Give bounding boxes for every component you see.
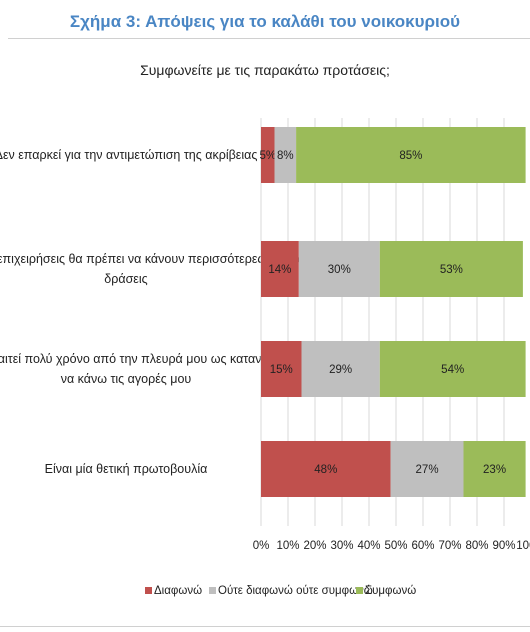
- data-label: 8%: [277, 150, 294, 162]
- chart-title: Συμφωνείτε με τις παρακάτω προτάσεις;: [140, 62, 390, 78]
- x-tick-label: 80%: [465, 540, 488, 552]
- bar-segment-συμφωνώ: [296, 127, 526, 183]
- data-label: 27%: [416, 464, 439, 476]
- x-tick-label: 50%: [384, 540, 407, 552]
- bar-segment-διαφωνώ: [261, 341, 302, 397]
- legend-swatch: [145, 587, 152, 594]
- bar-segment-ούτε-διαφωνώ-ούτε-συμφωνώ: [301, 341, 380, 397]
- data-label: 53%: [440, 264, 463, 276]
- category-label-line: Είναι μία θετική πρωτοβουλία: [44, 462, 208, 476]
- bar-segment-διαφωνώ: [261, 127, 275, 183]
- category-label-line: Δεν επαρκεί για την αντιμετώπιση της ακρ…: [0, 148, 258, 162]
- x-tick-label: 0%: [253, 540, 270, 552]
- bar-segment-συμφωνώ: [379, 241, 523, 297]
- data-label: 29%: [329, 364, 352, 376]
- x-tick-label: 10%: [276, 540, 299, 552]
- x-tick-label: 100%: [516, 540, 530, 552]
- bar-segment-ούτε-διαφωνώ-ούτε-συμφωνώ: [274, 127, 297, 183]
- bottom-divider: [0, 626, 530, 627]
- x-tick-label: 90%: [492, 540, 515, 552]
- category-label-line: Απαιτεί πολύ χρόνο από την πλευρά μου ως…: [0, 352, 323, 366]
- category-label: Είναι μία θετική πρωτοβουλία: [0, 459, 271, 479]
- category-label-line: να κάνω τις αγορές μου: [60, 372, 192, 386]
- figure-title: Σχήμα 3: Απόψεις για το καλάθι του νοικο…: [69, 12, 461, 31]
- bar-segment-διαφωνώ: [261, 441, 391, 497]
- data-label: 5%: [259, 150, 276, 162]
- title-divider: [8, 38, 530, 39]
- data-label: 54%: [441, 364, 464, 376]
- x-tick-label: 70%: [438, 540, 461, 552]
- category-label: Οι επιχειρήσεις θα πρέπει να κάνουν περι…: [0, 249, 304, 289]
- bar-segment-ούτε-διαφωνώ-ούτε-συμφωνώ: [298, 241, 380, 297]
- x-tick-label: 20%: [303, 540, 326, 552]
- bar-segment-συμφωνώ: [463, 441, 526, 497]
- legend-label: Διαφωνώ: [154, 585, 202, 597]
- category-label-line: δράσεις: [104, 272, 148, 286]
- data-label: 14%: [268, 264, 291, 276]
- legend-swatch: [356, 587, 363, 594]
- x-tick-label: 30%: [330, 540, 353, 552]
- legend-swatch: [209, 587, 216, 594]
- category-label: Δεν επαρκεί για την αντιμετώπιση της ακρ…: [0, 145, 271, 165]
- bar-segment-συμφωνώ: [379, 341, 526, 397]
- data-label: 85%: [399, 150, 422, 162]
- x-tick-label: 40%: [357, 540, 380, 552]
- x-tick-label: 60%: [411, 540, 434, 552]
- bar-segment-διαφωνώ: [261, 241, 299, 297]
- bar-segment-ούτε-διαφωνώ-ούτε-συμφωνώ: [390, 441, 464, 497]
- data-label: 30%: [328, 264, 351, 276]
- data-label: 48%: [314, 464, 337, 476]
- category-label-line: Οι επιχειρήσεις θα πρέπει να κάνουν περι…: [0, 252, 304, 266]
- legend-label: Συμφωνώ: [365, 585, 416, 597]
- legend-label: Ούτε διαφωνώ ούτε συμφωνώ: [218, 585, 373, 597]
- data-label: 23%: [483, 464, 506, 476]
- category-label: Απαιτεί πολύ χρόνο από την πλευρά μου ως…: [0, 349, 323, 389]
- data-label: 15%: [270, 364, 293, 376]
